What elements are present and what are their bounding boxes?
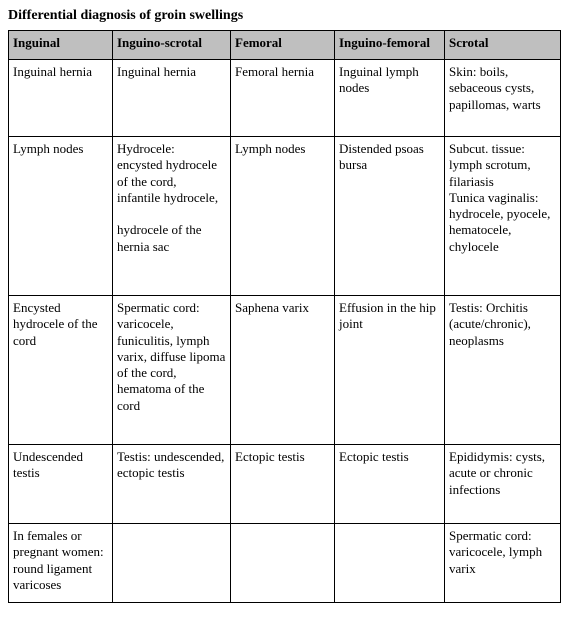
column-header: Inguinal [9,31,113,60]
column-header: Inguino-scrotal [113,31,231,60]
table-cell: Lymph nodes [231,137,335,296]
column-header: Femoral [231,31,335,60]
table-header-row: InguinalInguino-scrotalFemoralInguino-fe… [9,31,561,60]
table-cell [335,524,445,603]
table-cell: Encysted hydrocele of the cord [9,296,113,445]
table-cell: Testis: Orchitis (acute/chronic), neopla… [445,296,561,445]
table-row: In females or pregnant women: round liga… [9,524,561,603]
table-cell: Ectopic testis [335,445,445,524]
table-cell: Femoral hernia [231,60,335,137]
table-cell: Subcut. tissue: lymph scrotum, filariasi… [445,137,561,296]
table-cell: Spermatic cord: varicocele, lymph varix [445,524,561,603]
table-cell: In females or pregnant women: round liga… [9,524,113,603]
table-cell: Inguinal hernia [9,60,113,137]
table-cell: Skin: boils, sebaceous cysts, papillomas… [445,60,561,137]
table-cell: Undescended testis [9,445,113,524]
page-title: Differential diagnosis of groin swelling… [8,8,560,24]
table-cell: Epididymis: cysts, acute or chronic infe… [445,445,561,524]
table-cell: Lymph nodes [9,137,113,296]
table-cell [231,524,335,603]
table-cell: Spermatic cord: varicocele, funiculitis,… [113,296,231,445]
column-header: Inguino-femoral [335,31,445,60]
table-cell: Inguinal lymph nodes [335,60,445,137]
table-row: Inguinal herniaInguinal herniaFemoral he… [9,60,561,137]
table-cell: Distended psoas bursa [335,137,445,296]
table-row: Lymph nodesHydrocele: encysted hydrocele… [9,137,561,296]
table-cell: Effusion in the hip joint [335,296,445,445]
table-row: Undescended testisTestis: undescended, e… [9,445,561,524]
table-cell: Ectopic testis [231,445,335,524]
table-cell: Hydrocele: encysted hydrocele of the cor… [113,137,231,296]
table-cell [113,524,231,603]
differential-diagnosis-table: InguinalInguino-scrotalFemoralInguino-fe… [8,30,561,603]
table-cell: Testis: undescended, ectopic testis [113,445,231,524]
table-row: Encysted hydrocele of the cordSpermatic … [9,296,561,445]
column-header: Scrotal [445,31,561,60]
table-cell: Inguinal hernia [113,60,231,137]
table-cell: Saphena varix [231,296,335,445]
